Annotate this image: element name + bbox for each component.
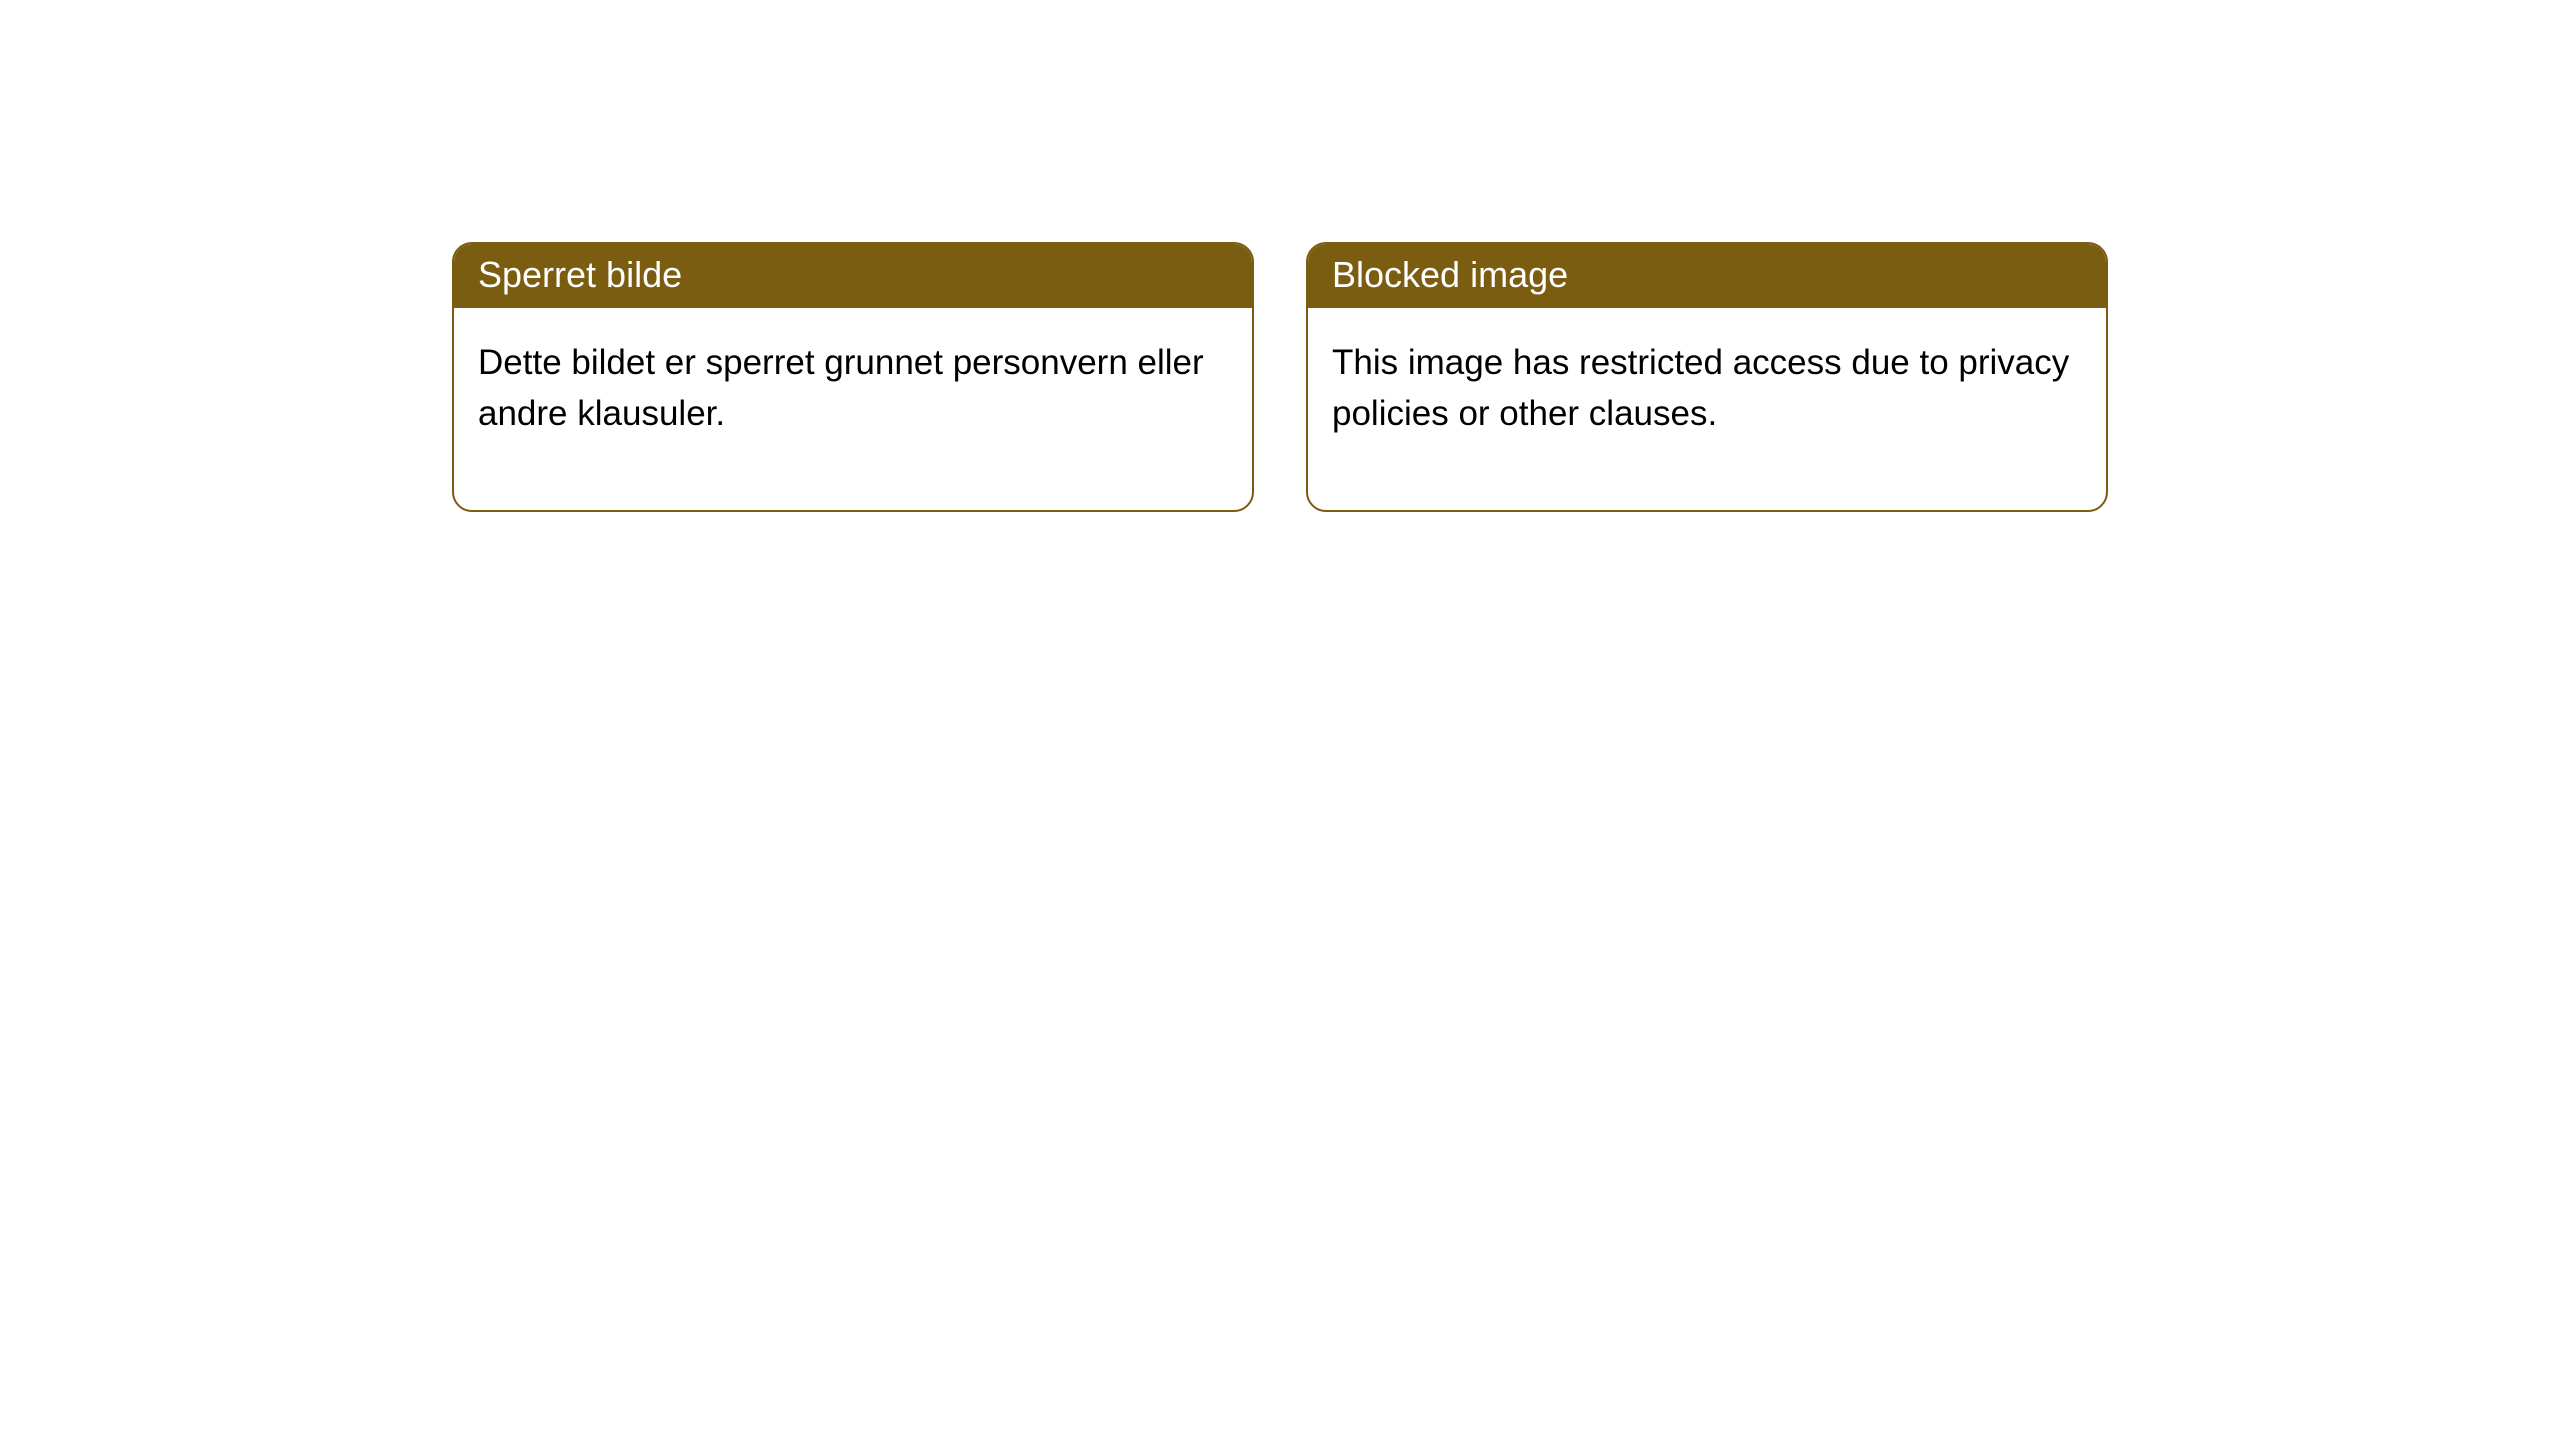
- notice-header: Sperret bilde: [454, 244, 1252, 308]
- notice-header: Blocked image: [1308, 244, 2106, 308]
- notice-container: Sperret bilde Dette bildet er sperret gr…: [0, 0, 2560, 512]
- notice-body: Dette bildet er sperret grunnet personve…: [454, 308, 1252, 510]
- notice-card-english: Blocked image This image has restricted …: [1306, 242, 2108, 512]
- notice-card-norwegian: Sperret bilde Dette bildet er sperret gr…: [452, 242, 1254, 512]
- notice-body: This image has restricted access due to …: [1308, 308, 2106, 510]
